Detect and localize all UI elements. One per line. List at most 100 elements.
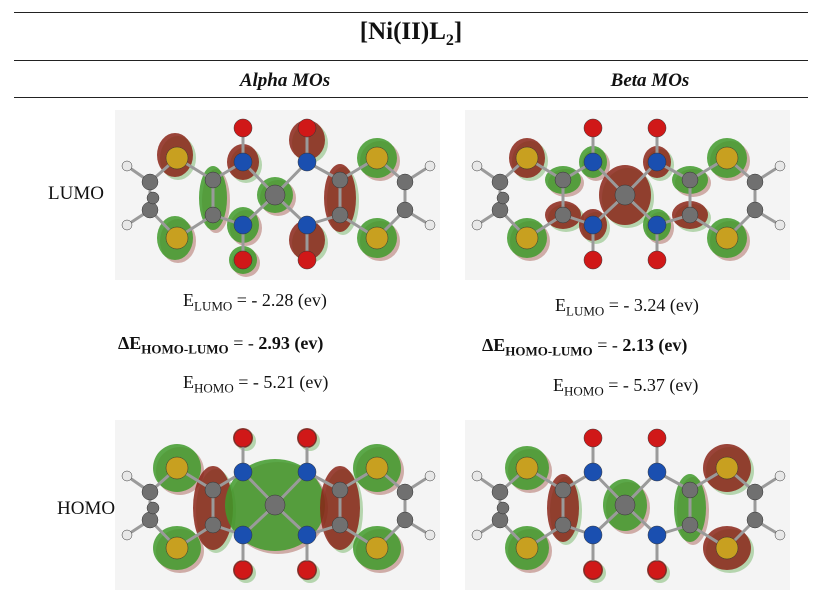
atom <box>365 146 389 170</box>
header-rule <box>14 97 808 98</box>
atom <box>715 536 739 560</box>
atom <box>491 201 509 219</box>
atom <box>515 536 539 560</box>
atom <box>746 173 764 191</box>
atom <box>264 184 286 206</box>
atom <box>121 160 133 172</box>
atom <box>365 536 389 560</box>
atom <box>204 516 222 534</box>
atom <box>583 250 603 270</box>
atom <box>297 118 317 138</box>
atom <box>424 529 436 541</box>
atom <box>297 250 317 270</box>
atom <box>396 511 414 529</box>
atom <box>774 219 786 231</box>
atom <box>583 152 603 172</box>
atom <box>204 481 222 499</box>
alpha-e-lumo: ELUMO = - 2.28 (ev) <box>183 290 327 314</box>
atom <box>233 215 253 235</box>
atom <box>583 560 603 580</box>
atom <box>331 516 349 534</box>
atom <box>515 226 539 250</box>
atom <box>583 118 603 138</box>
atom <box>583 428 603 448</box>
atom <box>554 481 572 499</box>
atom <box>774 160 786 172</box>
atom <box>331 206 349 224</box>
atom <box>121 470 133 482</box>
atom <box>583 462 603 482</box>
atom <box>471 219 483 231</box>
atom <box>715 456 739 480</box>
atom <box>233 462 253 482</box>
atom <box>424 219 436 231</box>
atom <box>365 226 389 250</box>
atom <box>141 511 159 529</box>
atom <box>647 560 667 580</box>
atom <box>647 152 667 172</box>
atom <box>515 146 539 170</box>
atom <box>331 171 349 189</box>
atom <box>491 173 509 191</box>
atom <box>647 525 667 545</box>
alpha-lumo-image <box>115 110 440 280</box>
atom <box>424 160 436 172</box>
atom <box>471 160 483 172</box>
atom <box>396 173 414 191</box>
atom <box>297 215 317 235</box>
atom <box>647 462 667 482</box>
atom <box>746 483 764 501</box>
atom <box>774 529 786 541</box>
atom <box>554 171 572 189</box>
atom <box>647 118 667 138</box>
lumo-row-label: LUMO <box>48 183 104 204</box>
atom <box>146 191 160 205</box>
beta-lumo-image <box>465 110 790 280</box>
atom <box>715 226 739 250</box>
atom <box>204 171 222 189</box>
atom <box>297 152 317 172</box>
atom <box>233 250 253 270</box>
atom <box>146 501 160 515</box>
beta-e-homo: EHOMO = - 5.37 (ev) <box>553 375 699 399</box>
atom <box>121 529 133 541</box>
alpha-e-homo: EHOMO = - 5.21 (ev) <box>183 372 329 396</box>
atom <box>614 494 636 516</box>
atom <box>496 191 510 205</box>
atom <box>331 481 349 499</box>
atom <box>141 201 159 219</box>
atom <box>204 206 222 224</box>
atom <box>233 152 253 172</box>
atom <box>424 470 436 482</box>
atom <box>554 206 572 224</box>
beta-homo-image <box>465 420 790 590</box>
atom <box>141 483 159 501</box>
beta-e-lumo: ELUMO = - 3.24 (ev) <box>555 295 699 319</box>
beta-delta-e: ΔEHOMO-LUMO = - 2.13 (ev) <box>482 335 688 359</box>
atom <box>396 483 414 501</box>
atom <box>614 184 636 206</box>
alpha-delta-e: ΔEHOMO-LUMO = - 2.93 (ev) <box>118 333 324 357</box>
beta-mos-header: Beta MOs <box>610 70 690 91</box>
atom <box>496 501 510 515</box>
atom <box>365 456 389 480</box>
atom <box>715 146 739 170</box>
atom <box>647 250 667 270</box>
atom <box>233 118 253 138</box>
homo-row-label: HOMO <box>57 498 116 519</box>
atom <box>746 201 764 219</box>
atom <box>233 560 253 580</box>
alpha-homo-image <box>115 420 440 590</box>
atom <box>647 428 667 448</box>
atom <box>264 494 286 516</box>
atom <box>233 525 253 545</box>
atom <box>491 483 509 501</box>
atom <box>681 171 699 189</box>
atom <box>297 462 317 482</box>
table-title: [Ni(II)L2] <box>359 18 463 49</box>
atom <box>297 428 317 448</box>
atom <box>165 536 189 560</box>
atom <box>297 525 317 545</box>
atom <box>165 146 189 170</box>
atom <box>141 173 159 191</box>
